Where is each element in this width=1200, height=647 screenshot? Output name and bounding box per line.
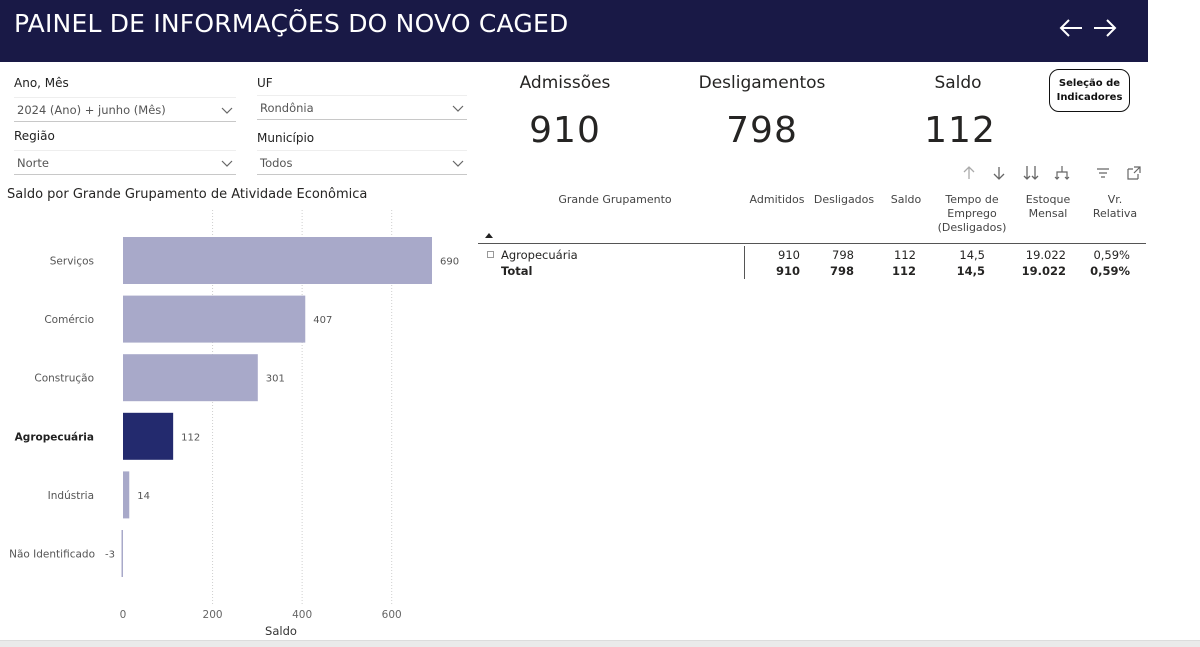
drill-up-icon[interactable] bbox=[960, 163, 978, 183]
data-label: 407 bbox=[313, 315, 332, 326]
municipio-dropdown[interactable]: Todos bbox=[257, 150, 467, 175]
filter-municipio: Município Todos bbox=[257, 131, 467, 175]
col-header-tempo-line: Tempo de bbox=[945, 193, 999, 206]
bar[interactable] bbox=[123, 354, 258, 402]
table-header-divider bbox=[478, 243, 1146, 244]
category-label: Serviços bbox=[50, 256, 94, 268]
col-header-tempo-line: (Desligados) bbox=[937, 221, 1007, 234]
header-bar: PAINEL DE INFORMAÇÕES DO NOVO CAGED bbox=[0, 0, 1148, 62]
col-header-vr[interactable]: Vr. Relativa bbox=[1085, 193, 1145, 221]
uf-value: Rondônia bbox=[260, 100, 314, 115]
col-header-tempo[interactable]: Tempo de Emprego (Desligados) bbox=[932, 193, 1012, 235]
total-desligados: 798 bbox=[829, 264, 854, 278]
right-margin bbox=[1148, 0, 1200, 647]
x-tick-label: 200 bbox=[203, 609, 223, 621]
chart-title: Saldo por Grande Grupamento de Atividade… bbox=[7, 187, 368, 202]
col-header-grupamento[interactable]: Grande Grupamento bbox=[558, 193, 672, 206]
col-header-tempo-line: Emprego bbox=[947, 207, 997, 220]
total-estoque: 19.022 bbox=[1021, 264, 1066, 278]
cell-estoque: 19.022 bbox=[1025, 248, 1066, 262]
ano-mes-value: 2024 (Ano) + junho (Mês) bbox=[17, 102, 166, 117]
bar-chart: 0 200 400 600 Saldo Serviços 690 Comércio 407 Con… bbox=[9, 210, 459, 638]
cell-saldo: 112 bbox=[894, 248, 916, 262]
filter-label-regiao: Região bbox=[14, 129, 55, 143]
regiao-dropdown[interactable]: Norte bbox=[14, 150, 236, 175]
data-label: 112 bbox=[181, 432, 200, 443]
data-label: -3 bbox=[105, 550, 115, 561]
filter-ano-mes: Ano, Mês 2024 (Ano) + junho (Mês) bbox=[14, 76, 236, 122]
kpi-saldo-label: Saldo bbox=[934, 73, 982, 93]
x-tick-label: 400 bbox=[292, 609, 312, 621]
bar[interactable] bbox=[123, 295, 306, 343]
bar[interactable] bbox=[121, 530, 124, 577]
col-header-desligados[interactable]: Desligados bbox=[813, 193, 875, 206]
expand-hierarchy-icon[interactable] bbox=[1053, 163, 1071, 183]
ano-mes-dropdown[interactable]: 2024 (Ano) + junho (Mês) bbox=[14, 97, 236, 122]
total-saldo: 112 bbox=[891, 264, 916, 278]
filter-icon[interactable] bbox=[1094, 163, 1112, 183]
chevron-down-icon bbox=[452, 105, 464, 112]
category-label: Comércio bbox=[44, 314, 94, 326]
expand-all-down-icon[interactable] bbox=[1022, 163, 1040, 183]
bar[interactable] bbox=[123, 412, 174, 460]
municipio-value: Todos bbox=[260, 155, 293, 170]
total-admitidos: 910 bbox=[775, 264, 800, 278]
expand-row-icon[interactable] bbox=[487, 251, 494, 258]
kpi-desligamentos-label: Desligamentos bbox=[698, 73, 826, 93]
chevron-down-icon bbox=[221, 107, 233, 114]
chevron-down-icon bbox=[221, 160, 233, 167]
uf-dropdown[interactable]: Rondônia bbox=[257, 95, 467, 120]
category-label: Não Identificado bbox=[9, 549, 95, 561]
forward-arrow-icon[interactable] bbox=[1089, 12, 1121, 46]
bottom-bar bbox=[0, 640, 1200, 647]
col-header-vr-line: Relativa bbox=[1092, 207, 1138, 220]
sort-ascending-icon[interactable] bbox=[485, 233, 493, 238]
drill-down-icon[interactable] bbox=[990, 163, 1008, 183]
data-label: 301 bbox=[266, 374, 285, 385]
back-arrow-icon[interactable] bbox=[1055, 12, 1087, 46]
selecao-line2: Indicadores bbox=[1056, 92, 1123, 103]
col-header-estoque-line: Mensal bbox=[1028, 207, 1068, 220]
cell-tempo: 14,5 bbox=[959, 248, 985, 262]
cell-grupamento: Agropecuária bbox=[501, 248, 578, 262]
cell-desligados: 798 bbox=[832, 248, 854, 262]
kpi-admissoes-label: Admissões bbox=[519, 73, 611, 93]
table-column-divider bbox=[744, 246, 745, 279]
data-label: 14 bbox=[137, 491, 150, 502]
x-tick-label: 0 bbox=[120, 609, 127, 621]
regiao-value: Norte bbox=[17, 155, 49, 170]
cell-vr: 0,59% bbox=[1093, 248, 1130, 262]
x-tick-label: 600 bbox=[382, 609, 402, 621]
col-header-admitidos[interactable]: Admitidos bbox=[749, 193, 805, 206]
page-title: PAINEL DE INFORMAÇÕES DO NOVO CAGED bbox=[14, 9, 569, 38]
filter-label-ano-mes: Ano, Mês bbox=[14, 76, 69, 90]
filter-regiao: Região Norte bbox=[14, 129, 236, 175]
kpi-admissoes-value: 910 bbox=[529, 110, 601, 151]
filter-uf: UF Rondônia bbox=[257, 76, 467, 120]
col-header-estoque[interactable]: Estoque Mensal bbox=[1018, 193, 1078, 221]
x-axis-label: Saldo bbox=[265, 624, 297, 638]
bar[interactable] bbox=[123, 471, 130, 519]
total-tempo: 14,5 bbox=[956, 264, 985, 278]
data-label: 690 bbox=[440, 257, 459, 268]
cell-admitidos: 910 bbox=[778, 248, 800, 262]
col-header-estoque-line: Estoque bbox=[1025, 193, 1071, 206]
selecao-line1: Seleção de bbox=[1058, 78, 1121, 89]
filter-label-uf: UF bbox=[257, 76, 273, 90]
kpi-desligamentos-value: 798 bbox=[726, 110, 798, 151]
category-label: Construção bbox=[34, 373, 94, 385]
kpi-saldo-value: 112 bbox=[924, 110, 996, 151]
col-header-vr-line: Vr. bbox=[1107, 193, 1123, 206]
col-header-saldo[interactable]: Saldo bbox=[890, 193, 922, 206]
selecao-indicadores-button[interactable]: Seleção de Indicadores bbox=[1049, 69, 1130, 112]
category-label: Indústria bbox=[48, 490, 94, 502]
total-vr: 0,59% bbox=[1090, 264, 1130, 278]
filter-label-municipio: Município bbox=[257, 131, 315, 145]
category-label: Agropecuária bbox=[15, 431, 94, 443]
total-label: Total bbox=[501, 264, 533, 278]
bar[interactable] bbox=[123, 237, 432, 284]
focus-mode-icon[interactable] bbox=[1125, 163, 1143, 183]
chevron-down-icon bbox=[452, 160, 464, 167]
